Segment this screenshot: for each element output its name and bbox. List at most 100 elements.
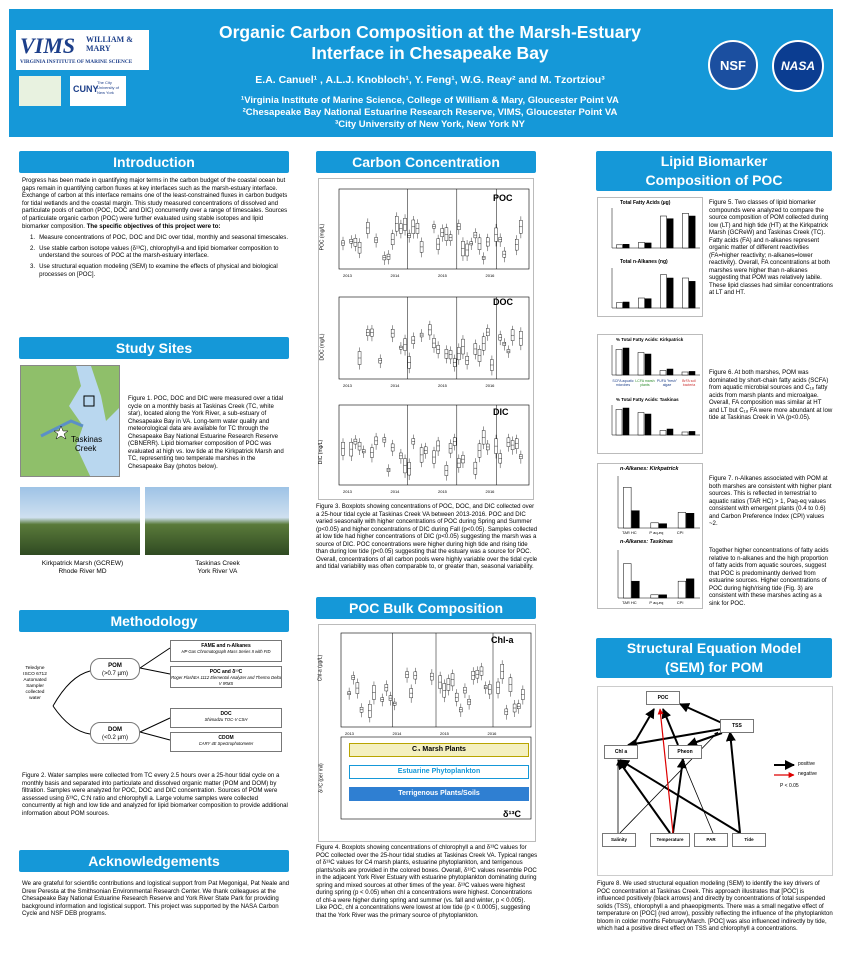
bar [686, 513, 695, 529]
author-list: E.A. Canuel¹ , A.L.J. Knobloch¹, Y. Feng… [255, 74, 605, 86]
figure1-caption: Figure 1. POC, DOC and DIC were measured… [128, 395, 284, 470]
bar [677, 580, 687, 599]
year-label: 2014 [391, 489, 401, 494]
bar [631, 510, 640, 529]
bar [682, 277, 689, 309]
year-label: 2015 [438, 489, 448, 494]
year-label: 2014 [393, 731, 403, 736]
acknowledgements-text: We are grateful for scientific contribut… [22, 880, 290, 918]
bar [666, 368, 674, 376]
methodology-diagram: Teledyne ISCO 6712 Automated Sampler col… [20, 636, 290, 766]
bar [644, 298, 652, 309]
bar [677, 512, 687, 529]
section-header-study-sites: Study Sites [19, 337, 289, 359]
section-header-lipid: Lipid Biomarker Composition of POC [596, 151, 832, 191]
star-icon [53, 425, 69, 440]
bar [615, 409, 623, 436]
figure7-conclusion: Together higher concentrations of fatty … [709, 547, 829, 607]
bar [644, 242, 652, 249]
bar [622, 301, 630, 309]
kirkpatrick-photo [20, 487, 140, 555]
total-lipid-charts: Total Fatty Acids (µg) Total n-Alkanes (… [597, 197, 703, 317]
section-header-carbon: Carbon Concentration [316, 151, 536, 173]
bar [616, 244, 623, 249]
bar [681, 431, 689, 436]
bar [631, 580, 640, 599]
bar [623, 487, 632, 529]
bar [688, 431, 696, 436]
nsf-logo: NSF [708, 40, 758, 90]
category-label: TAR HC [622, 600, 637, 605]
bar [622, 407, 630, 436]
year-label: 2013 [343, 489, 353, 494]
taskinas-caption: Taskinas Creek York River VA [195, 560, 240, 575]
study-site-map: Taskinas Creek [20, 365, 120, 477]
plot-frame [338, 188, 530, 270]
bar [637, 352, 645, 376]
category-label: CPI [677, 530, 684, 535]
bar [615, 349, 623, 376]
bar [659, 430, 667, 436]
figure4-caption: Figure 4. Boxplots showing concentration… [316, 844, 538, 919]
bar [666, 277, 674, 309]
section-header-sem: Structural Equation Model (SEM) for POM [596, 638, 832, 678]
bar [658, 523, 667, 529]
affiliations: ¹Virginia Institute of Marine Science, C… [241, 95, 619, 130]
bar [686, 578, 695, 599]
year-label: 2014 [391, 383, 401, 388]
bar [616, 302, 623, 309]
category-label: P aq-eq [649, 530, 663, 535]
category-label: TAR HC [622, 530, 637, 535]
bar [644, 413, 652, 436]
bar [682, 213, 689, 249]
section-header-bulk: POC Bulk Composition [316, 597, 536, 619]
year-label: 2013 [343, 383, 353, 388]
figure3-caption: Figure 3. Boxplots showing concentration… [316, 503, 538, 570]
section-header-acknowledgements: Acknowledgements [19, 850, 289, 872]
bar [681, 371, 689, 376]
figure2-caption: Figure 2. Water samples were collected f… [22, 772, 288, 817]
category-label: CPI [677, 600, 684, 605]
bar [623, 563, 632, 599]
taskinas-photo [145, 487, 289, 555]
figure7-caption: Figure 7. n-Alkanes associated with POM … [709, 475, 832, 527]
section-header-introduction: Introduction [19, 151, 289, 173]
fatty-acid-percent-charts: % Total Fatty Acids: Kirkpatrick % Total… [597, 334, 703, 454]
year-label: 2016 [486, 273, 496, 278]
category-label: P aq-eq [649, 600, 663, 605]
plot-frame [340, 736, 532, 820]
year-label: 2015 [440, 731, 450, 736]
plot-frame [338, 296, 530, 380]
year-label: 2015 [438, 383, 448, 388]
kirkpatrick-caption: Kirkpatrick Marsh (GCREW) Rhode River MD [41, 560, 124, 575]
bar [638, 297, 645, 309]
bar [637, 412, 645, 436]
bar [622, 244, 630, 249]
nasa-logo: NASA [772, 40, 824, 92]
year-label: 2016 [488, 731, 498, 736]
year-label: 2013 [343, 273, 353, 278]
year-label: 2016 [486, 383, 496, 388]
intro-text: Progress has been made in quantifying ma… [22, 177, 289, 278]
vims-logo: VIMS WILLIAM & MARY VIRGINIA INSTITUTE O… [16, 30, 149, 70]
bar [638, 242, 645, 249]
sem-diagram: POC TSS Chl a Pheon Salinity Temperature… [597, 686, 833, 876]
bar [650, 522, 659, 529]
year-label: 2015 [438, 273, 448, 278]
figure5-caption: Figure 5. Two classes of lipid biomarker… [709, 199, 833, 296]
bar [660, 274, 667, 309]
plot-frame [338, 404, 530, 486]
figure6-caption: Figure 6. At both marshes, POM was domin… [709, 369, 833, 421]
objectives-list: 1. Measure concentrations of POC, DOC and… [30, 234, 289, 278]
bar [660, 215, 667, 249]
bar [688, 371, 696, 376]
bar [688, 281, 696, 309]
bar [650, 594, 659, 599]
figure8-caption: Figure 8. We used structural equation mo… [597, 880, 833, 932]
bar [688, 215, 696, 249]
cuny-logo: CUNY The City University of New York [70, 76, 126, 106]
section-header-methodology: Methodology [19, 610, 289, 632]
chla-d13c-charts: 2013 2014 2015 2016 Chl-a C₄ Marsh Plants E… [317, 624, 536, 842]
year-label: 2013 [345, 731, 355, 736]
bar [659, 370, 667, 376]
